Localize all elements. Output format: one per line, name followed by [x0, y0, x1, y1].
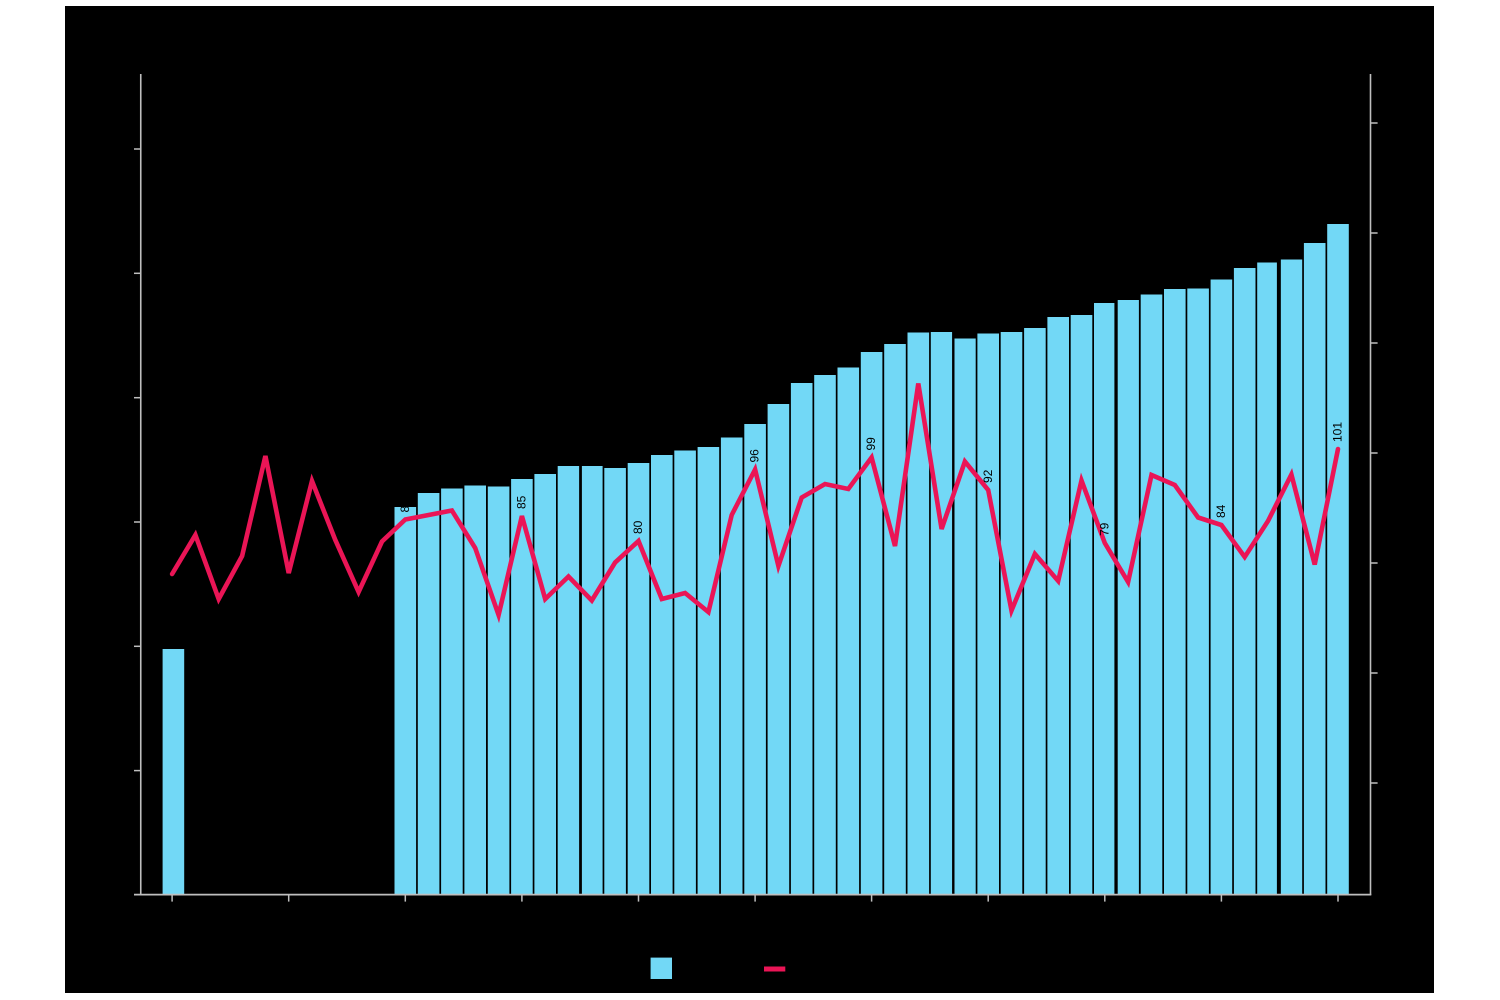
svg-text:81: 81 — [398, 499, 412, 513]
svg-text:79: 79 — [1097, 522, 1111, 536]
svg-text:85: 85 — [515, 495, 529, 509]
svg-text:92: 92 — [981, 469, 995, 483]
svg-text:99: 99 — [864, 437, 878, 451]
svg-text:84: 84 — [1214, 504, 1228, 518]
svg-text:96: 96 — [748, 449, 762, 463]
svg-text:101: 101 — [1331, 422, 1345, 442]
svg-text:80: 80 — [631, 520, 645, 534]
